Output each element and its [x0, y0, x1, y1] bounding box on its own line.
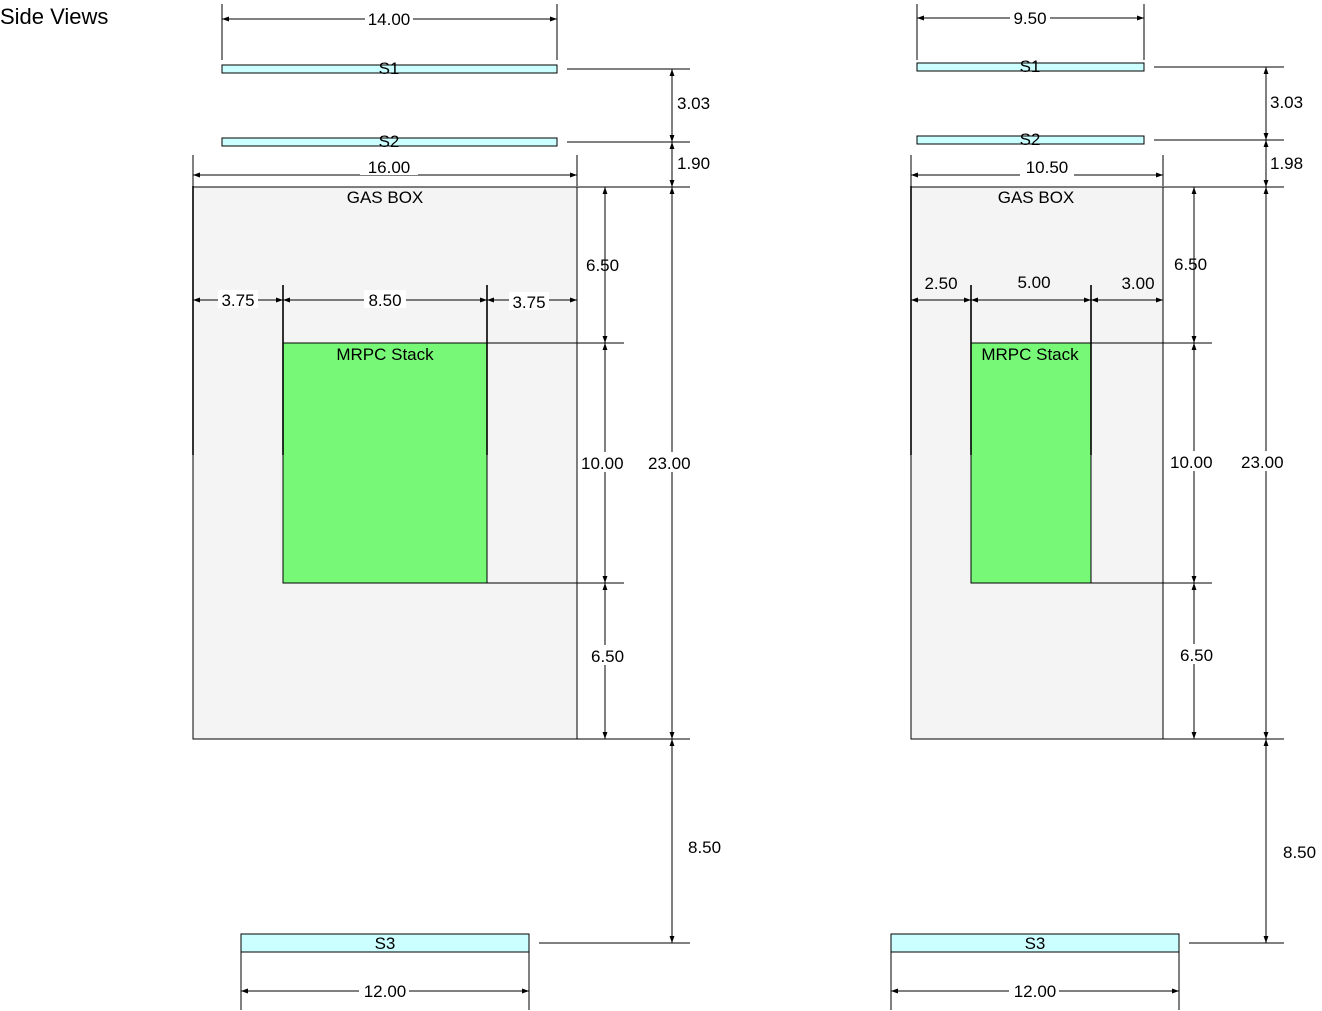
s1-label: S1 — [379, 59, 400, 78]
gas-box-label: GAS BOX — [998, 188, 1075, 207]
side-view-left: 14.00 S1 S2 3.03 1.90 16.00 GAS BOX MRPC… — [192, 4, 721, 1010]
gasbox-height-label: 23.00 — [648, 454, 691, 473]
mrpc-stack — [970, 342, 1092, 584]
s3-width-label: 12.00 — [1014, 982, 1057, 1001]
s3-label: S3 — [1025, 934, 1046, 953]
s1-s2-gap-label: 3.03 — [1270, 93, 1303, 112]
mrpc-stack-label: MRPC Stack — [981, 345, 1079, 364]
s2-label: S2 — [1020, 130, 1041, 149]
top-gap-label: 6.50 — [1174, 255, 1207, 274]
scintillator-s1 — [916, 62, 1145, 72]
side-view-right: 9.50 S1 S2 3.03 1.98 10.50 GAS BOX MRPC … — [890, 4, 1316, 1010]
right-margin-label: 3.00 — [1121, 274, 1154, 293]
right-margin-label: 3.75 — [512, 293, 545, 312]
scintillator-s2 — [916, 135, 1145, 145]
gasbox-s3-gap-label: 8.50 — [1283, 843, 1316, 862]
gasbox-height-label: 23.00 — [1241, 453, 1284, 472]
gas-box-label: GAS BOX — [347, 188, 424, 207]
scintillator-s3 — [240, 933, 530, 953]
scintillator-s3 — [890, 933, 1180, 953]
gasbox-s3-gap-label: 8.50 — [688, 838, 721, 857]
s3-width-label: 12.00 — [364, 982, 407, 1001]
gasbox-width-label: 10.50 — [1026, 158, 1069, 177]
mrpc-stack — [282, 342, 488, 584]
s1-s2-gap-label: 3.03 — [677, 94, 710, 113]
s3-label: S3 — [375, 934, 396, 953]
page-title: Side Views — [0, 4, 109, 29]
left-margin-label: 3.75 — [221, 291, 254, 310]
scintillator-s1 — [221, 64, 558, 74]
gasbox-width-label: 16.00 — [368, 158, 411, 177]
scintillator-s2 — [221, 137, 558, 147]
bottom-gap-label: 6.50 — [1180, 646, 1213, 665]
top-gap-label: 6.50 — [586, 256, 619, 275]
s2-gasbox-gap-label: 1.90 — [677, 154, 710, 173]
left-margin-label: 2.50 — [924, 274, 957, 293]
mrpc-width-label: 5.00 — [1017, 273, 1050, 292]
mrpc-height-label: 10.00 — [581, 454, 624, 473]
mrpc-stack-label: MRPC Stack — [336, 345, 434, 364]
s1-width-label: 14.00 — [368, 10, 411, 29]
mrpc-width-label: 8.50 — [368, 291, 401, 310]
s2-gasbox-gap-label: 1.98 — [1270, 154, 1303, 173]
mrpc-height-label: 10.00 — [1170, 453, 1213, 472]
s2-label: S2 — [379, 132, 400, 151]
bottom-gap-label: 6.50 — [591, 647, 624, 666]
s1-label: S1 — [1020, 57, 1041, 76]
s1-width-label: 9.50 — [1013, 9, 1046, 28]
